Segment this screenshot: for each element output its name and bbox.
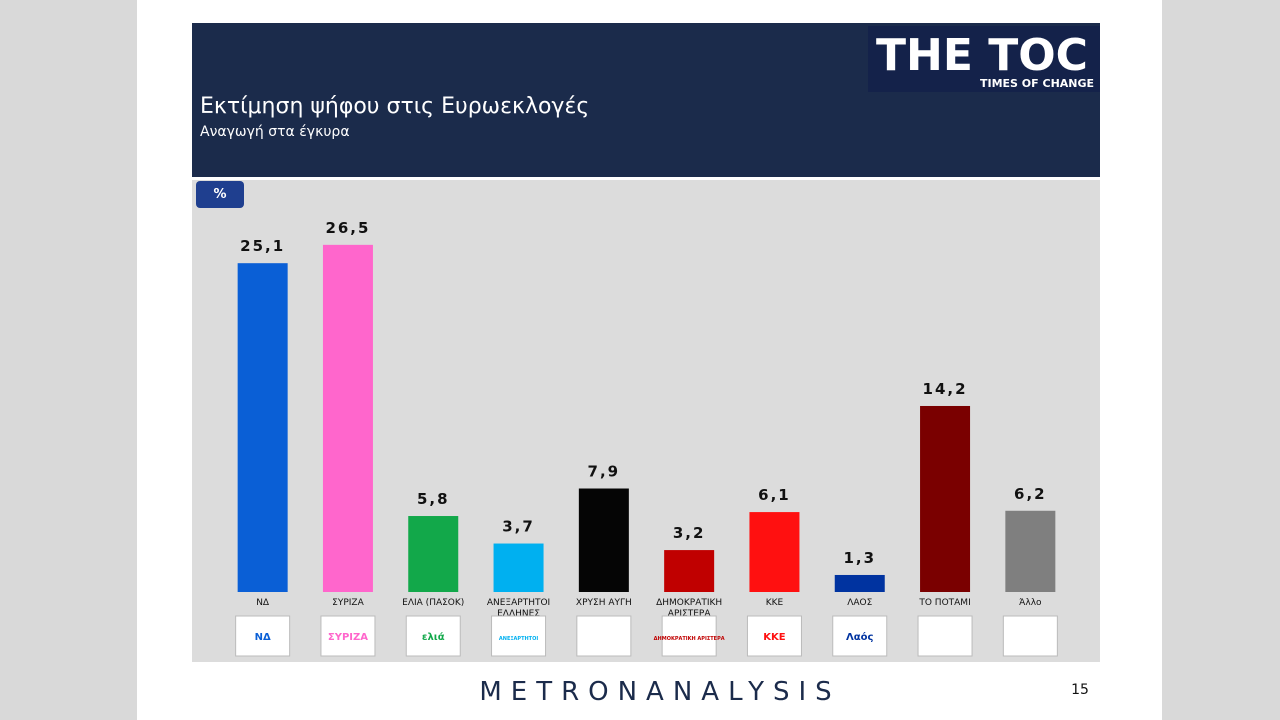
subtitle: Αναγωγή στα έγκυρα <box>200 124 350 140</box>
bar <box>1005 510 1056 592</box>
x-tick-label: ΤΟ ΠΟΤΑΜΙ <box>919 598 971 608</box>
category-slot: ΣΥΡΙΖΑ <box>332 598 364 608</box>
unit: % <box>213 187 226 202</box>
page-number: 15 <box>1071 682 1089 698</box>
x-tick-label: ΛΑΟΣ <box>847 598 873 608</box>
category-slot: ΕΛΙΑ (ΠΑΣΟΚ) <box>402 598 465 608</box>
category-slot: ΑΝΕΞΑΡΤΗΤΟΙ ΕΛΛΗΝΕΣ <box>486 598 551 619</box>
category-slot: ΝΔ <box>256 598 270 608</box>
value-label: 6,1 <box>758 486 791 504</box>
bar <box>664 550 715 592</box>
bar <box>834 574 885 592</box>
category-slot: ΤΟ ΠΟΤΑΜΙ <box>919 598 971 608</box>
bar <box>322 244 373 592</box>
x-tick-label: ΧΡΥΣΗ ΑΥΓΗ <box>575 598 632 608</box>
x-tick-label: Άλλο <box>1019 598 1042 608</box>
footer-brand: METRONANALYSIS <box>479 677 840 707</box>
value-label: 25,1 <box>240 237 285 255</box>
logo: THE TOC <box>876 30 1088 81</box>
x-tick-label: ΕΛΙΑ (ΠΑΣΟΚ) <box>402 598 465 608</box>
party-logo <box>746 615 802 657</box>
party-logo <box>405 615 461 657</box>
party-logo-text: Λαός <box>846 631 873 643</box>
party-logo-text: ΔΗΜΟΚΡΑΤΙΚΗ ΑΡΙΣΤΕΡΑ <box>654 636 725 642</box>
category-slot: ΧΡΥΣΗ ΑΥΓΗ <box>575 598 632 608</box>
bar <box>749 512 800 592</box>
value-label: 26,5 <box>325 219 370 237</box>
x-tick-label: ΑΝΕΞΑΡΤΗΤΟΙ ΕΛΛΗΝΕΣ <box>486 598 551 619</box>
value-label: 3,2 <box>673 524 706 542</box>
party-logo <box>661 615 717 657</box>
party-logo <box>235 615 291 657</box>
bar <box>920 405 971 592</box>
party-logo-text: ΣΥΡΙΖΑ <box>328 632 368 643</box>
category-slot: ΔΗΜΟΚΡΑΤΙΚΗ ΑΡΙΣΤΕΡΑ <box>656 598 723 619</box>
x-tick-label: ΣΥΡΙΖΑ <box>332 598 364 608</box>
party-logo <box>491 615 547 657</box>
footer-bg <box>192 665 1100 710</box>
x-tick-label: ΔΗΜΟΚΡΑΤΙΚΗ ΑΡΙΣΤΕΡΑ <box>656 598 723 619</box>
bar <box>493 543 544 592</box>
category-slot: Άλλο <box>1019 598 1042 608</box>
party-logo <box>320 615 376 657</box>
party-logo-text: ΚΚΕ <box>763 632 785 643</box>
value-label: 6,2 <box>1014 485 1047 503</box>
party-logo <box>1002 615 1058 657</box>
value-label: 7,9 <box>588 463 621 481</box>
value-label: 5,8 <box>417 490 450 508</box>
party-logo-text: ελιά <box>422 631 445 643</box>
party-logo-text: ΑΝΕΞΑΡΤΗΤΟΙ <box>499 636 538 642</box>
bar <box>578 488 629 592</box>
x-tick-label: ΝΔ <box>256 598 270 608</box>
party-logo <box>832 615 888 657</box>
logo-box <box>868 26 1100 92</box>
value-label: 14,2 <box>923 380 968 398</box>
category-slot: ΛΑΟΣ <box>847 598 873 608</box>
x-tick-label: ΚΚΕ <box>765 598 784 608</box>
bar <box>408 516 459 592</box>
party-logo-text: ΝΔ <box>255 632 271 643</box>
bar <box>237 263 288 592</box>
category-slot: ΚΚΕ <box>765 598 784 608</box>
value-label: 3,7 <box>502 518 535 536</box>
logo-tagline: TIMES OF CHANGE <box>980 77 1094 90</box>
unit-badge <box>196 181 244 208</box>
party-logo <box>576 615 632 657</box>
party-logo <box>917 615 973 657</box>
title: Εκτίμηση ψήφου στις Ευρωεκλογές <box>200 94 589 119</box>
value-label: 1,3 <box>843 549 876 567</box>
